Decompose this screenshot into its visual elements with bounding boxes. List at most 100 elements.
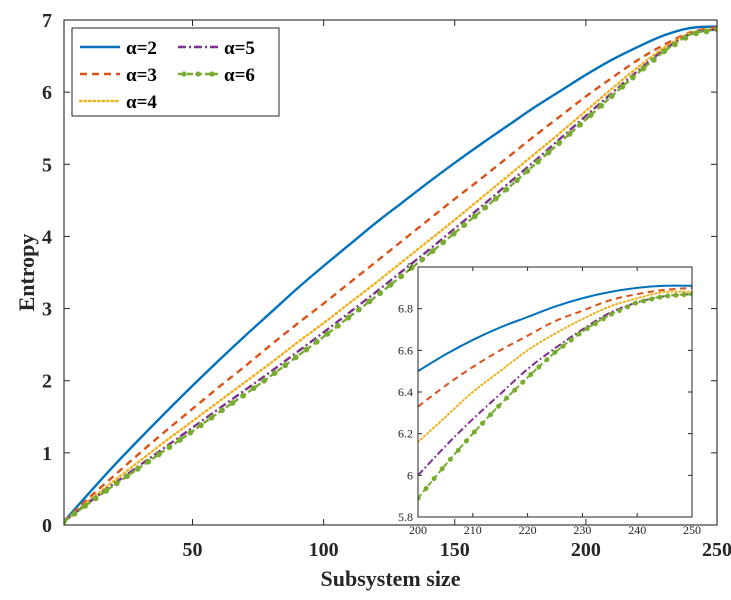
- legend-item-6-marker: [195, 71, 201, 77]
- main-series-6-marker: [176, 437, 183, 443]
- inset-series-6-marker: [576, 331, 582, 337]
- main-series-6-marker: [598, 102, 605, 109]
- main-series-6-marker: [92, 495, 99, 502]
- main-series-6-marker: [682, 34, 689, 41]
- main-series-6-marker: [503, 186, 510, 193]
- main-series-6-marker: [82, 503, 88, 509]
- main-series-6-marker: [303, 346, 310, 353]
- main-series-6-marker: [398, 273, 404, 280]
- legend-item-6-marker: [181, 71, 187, 77]
- main-series-6-marker: [240, 392, 246, 399]
- y-axis-title: Entropy: [14, 234, 39, 312]
- inset-series-6-marker: [560, 343, 566, 349]
- inset-xtick-label: 250: [683, 523, 701, 537]
- inset-series-4-line: [418, 290, 692, 443]
- main-series-6-marker: [113, 480, 120, 487]
- main-series-6-marker: [661, 48, 668, 55]
- inset-series-6-marker: [673, 292, 679, 298]
- inset-series-6-marker: [592, 321, 598, 327]
- inset-background: [418, 267, 692, 517]
- main-series-6-marker: [219, 407, 225, 414]
- inset-ytick-label: 7: [407, 260, 413, 274]
- main-series-6-marker: [71, 510, 78, 517]
- inset-ytick-label: 6: [407, 468, 413, 482]
- inset-xtick-label: 200: [409, 523, 427, 537]
- main-xtick-label: 250: [702, 539, 731, 561]
- inset-xtick-label: 230: [573, 523, 591, 537]
- legend: α=2 α=3 α=4 α=5 α=6: [71, 27, 280, 117]
- inset-ytick-label: 6.2: [398, 427, 413, 441]
- main-ytick-label: 6: [42, 82, 52, 104]
- main-series-6-marker: [155, 451, 162, 458]
- main-xtick-label: 100: [309, 539, 339, 561]
- inset-series-6-marker: [568, 337, 574, 343]
- inset-ytick-label: 6.4: [398, 385, 413, 399]
- inset-series-6-marker: [504, 395, 510, 401]
- main-series-6-marker: [440, 239, 447, 246]
- inset-series-6-marker: [471, 429, 477, 435]
- inset-series-6-marker: [447, 456, 453, 462]
- main-series-6-marker: [671, 41, 678, 48]
- main-series-2-line: [64, 25, 717, 523]
- main-series-6-marker: [492, 195, 499, 202]
- inset-series-6-marker: [681, 292, 687, 298]
- inset-series-6-marker: [657, 294, 663, 300]
- main-series-6-marker: [419, 256, 425, 263]
- inset-ytick-label: 5.8: [398, 510, 413, 524]
- inset-series-3-line: [418, 286, 692, 408]
- inset-series-group: [418, 284, 692, 501]
- main-xtick-label: 150: [440, 539, 470, 561]
- inset-series-6-marker: [528, 371, 534, 377]
- inset-series-6-marker: [633, 300, 639, 306]
- main-xtick-label: 200: [571, 539, 601, 561]
- inset-series-6-marker: [520, 379, 526, 385]
- legend-item-2-label: α=2: [126, 38, 157, 59]
- main-xtick-label: 50: [183, 539, 203, 561]
- inset-series-6-marker: [616, 308, 622, 314]
- inset-series-6-marker: [665, 293, 671, 299]
- legend-item-5-label: α=5: [224, 38, 255, 59]
- inset-xtick-label: 210: [464, 523, 482, 537]
- main-series-6-marker: [408, 265, 415, 271]
- inset-series-6-marker: [463, 438, 469, 444]
- main-series-6-marker: [577, 121, 583, 128]
- main-series-6-marker: [313, 338, 320, 345]
- main-series-6-marker: [693, 30, 699, 37]
- main-series-6-marker: [271, 370, 278, 376]
- main-series-6-marker: [608, 93, 615, 100]
- main-series-6-marker: [450, 230, 457, 237]
- main-ytick-label: 1: [42, 443, 52, 465]
- main-series-6-marker: [566, 131, 573, 137]
- inset-xtick-label: 220: [519, 523, 537, 537]
- main-series-6-marker: [587, 112, 594, 119]
- main-ytick-label: 4: [42, 226, 52, 248]
- main-ytick-label: 5: [42, 154, 52, 176]
- inset-series-6-marker: [536, 364, 542, 370]
- inset-series-6-marker: [552, 349, 558, 355]
- inset-ytick-label: 6.8: [398, 302, 413, 316]
- main-series-6-marker: [429, 248, 436, 254]
- legend-item-4-label: α=4: [126, 92, 157, 113]
- main-series-6-marker: [124, 473, 131, 480]
- main-series-6-marker: [513, 177, 520, 184]
- inset-series-6-marker: [479, 420, 485, 426]
- inset-series-6-marker: [423, 485, 429, 491]
- main-ytick-label: 7: [42, 10, 52, 32]
- main-ytick-label: 3: [42, 299, 52, 321]
- inset-plot-area: 200 210 220 230 240 250 5.8 6 6.2 6.4 6.6 6.8 7: [398, 260, 701, 537]
- inset-series-2-line: [418, 284, 692, 373]
- main-series-6-marker: [187, 429, 194, 436]
- main-series-6-marker: [640, 65, 647, 72]
- inset-xtick-label: 240: [628, 523, 646, 537]
- main-ytick-label: 2: [42, 371, 52, 393]
- main-series-6-marker: [103, 487, 110, 494]
- main-series-6-marker: [198, 422, 204, 429]
- inset-series-6-marker: [608, 311, 614, 317]
- main-series-6-marker: [356, 306, 362, 313]
- main-series-6-marker: [461, 222, 468, 228]
- main-series-6-marker: [545, 149, 552, 156]
- main-series-6-marker: [556, 140, 562, 147]
- main-series-6-marker: [482, 204, 489, 211]
- main-series-6-marker: [282, 362, 289, 369]
- inset-series-6-marker: [625, 304, 631, 310]
